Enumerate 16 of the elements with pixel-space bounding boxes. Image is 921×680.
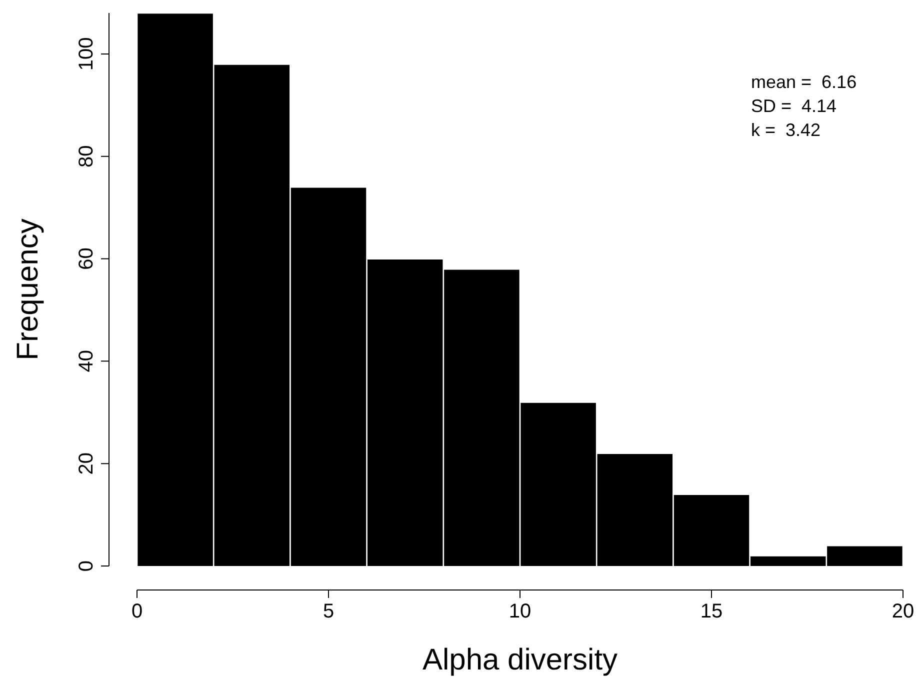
y-axis-title: Frequency <box>11 218 44 360</box>
annotation: SD = 4.14 <box>751 96 837 116</box>
x-tick-label: 10 <box>508 600 532 623</box>
y-tick-label: 0 <box>76 560 98 572</box>
y-tick-label: 20 <box>76 452 98 475</box>
x-tick-label: 20 <box>892 600 914 623</box>
annotation: mean = 6.16 <box>751 72 857 92</box>
y-tick-label: 100 <box>76 37 98 71</box>
x-tick-label: 15 <box>700 600 723 623</box>
y-tick-label: 80 <box>76 145 98 168</box>
y-tick-label: 60 <box>76 248 98 270</box>
annotation: k = 3.42 <box>751 120 821 140</box>
x-axis-title: Alpha diversity <box>422 643 618 676</box>
x-tick-label: 0 <box>131 600 143 623</box>
x-tick-label: 5 <box>322 600 334 623</box>
y-tick-label: 40 <box>76 350 98 372</box>
